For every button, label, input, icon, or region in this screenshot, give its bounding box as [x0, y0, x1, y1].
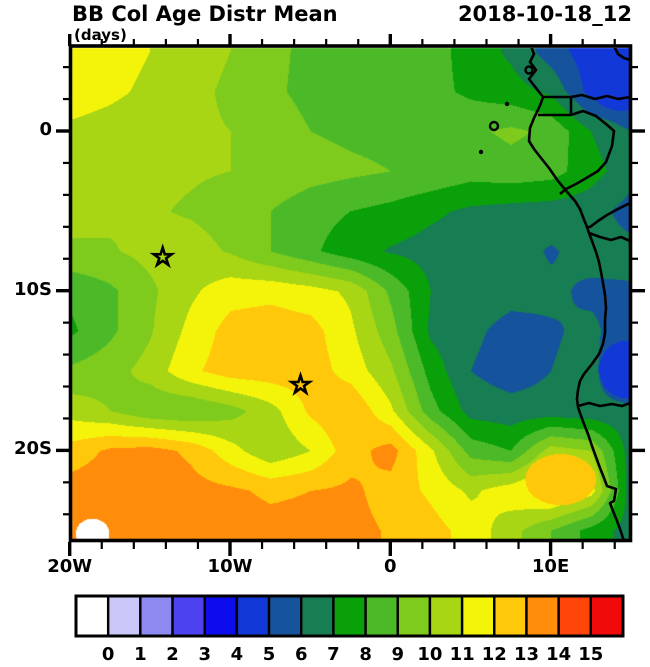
- colorbar-label: 3: [198, 644, 211, 665]
- border-drc-angola: [588, 231, 629, 242]
- colorbar-cell: [74, 594, 110, 638]
- border-eq-guinea: [538, 95, 573, 117]
- y-tick-label: 0: [39, 119, 52, 140]
- colorbar-label: 1: [134, 644, 147, 665]
- coastline-path: [527, 48, 626, 540]
- colorbar-cell: [171, 594, 206, 638]
- border-cameroon-south: [570, 93, 629, 101]
- date-label: 2018-10-18_12: [457, 2, 632, 26]
- star-marker: [149, 243, 176, 269]
- colorbar-cell: [364, 594, 399, 638]
- island-sao-tome: [488, 120, 500, 132]
- border-northeast-corner: [613, 48, 629, 62]
- x-tick-label: 10W: [207, 556, 253, 577]
- colorbar-cell: [203, 594, 239, 638]
- colorbar-cell: [557, 594, 593, 638]
- border-congo-river: [587, 202, 629, 229]
- colorbar-cell: [332, 594, 367, 638]
- y-tick-label: 20S: [13, 438, 52, 460]
- y-tick-label: 10S: [13, 278, 52, 300]
- x-tick-label: 0: [384, 556, 397, 577]
- star-marker: [287, 371, 314, 397]
- colorbar-cell: [139, 594, 174, 638]
- colorbar-frame: [74, 594, 625, 638]
- colorbar-cell: [493, 594, 528, 638]
- colorbar-label: 11: [449, 644, 475, 665]
- colorbar-cell: [235, 594, 271, 638]
- island-principe: [504, 101, 510, 107]
- colorbar-cell: [428, 594, 464, 638]
- colorbar-label: 15: [578, 644, 604, 665]
- colorbar-label: 14: [546, 644, 572, 665]
- map-frame: [68, 44, 633, 543]
- colorbar-label: 10: [417, 644, 443, 665]
- colorbar-cell: [525, 594, 560, 638]
- colorbar-label: 6: [294, 644, 308, 665]
- colorbar-cell: [106, 594, 142, 638]
- border-angola-namibia: [577, 401, 629, 408]
- units-label: (days): [74, 26, 127, 44]
- colorbar-label: 13: [513, 644, 539, 665]
- colorbar-label: 4: [230, 644, 244, 665]
- island-bioko: [524, 65, 534, 75]
- colorbar-label: 2: [166, 644, 179, 665]
- island-annobon: [478, 149, 484, 155]
- colorbar-label: 5: [262, 644, 276, 665]
- colorbar-cell: [460, 594, 496, 638]
- border-gabon-congo: [559, 109, 616, 195]
- colorbar-cell: [267, 594, 303, 638]
- colorbar-cell: [396, 594, 432, 638]
- colorbar-label: 7: [327, 644, 340, 665]
- colorbar-label: 9: [391, 644, 405, 665]
- page-title: BB Col Age Distr Mean: [72, 2, 338, 26]
- colorbar-label: 8: [359, 644, 372, 665]
- colorbar-label: 0: [101, 644, 115, 665]
- x-tick-label: 10E: [531, 556, 570, 577]
- colorbar-cell: [589, 594, 625, 638]
- colorbar-label: 12: [481, 644, 507, 665]
- x-tick-label: 20W: [47, 556, 93, 577]
- colorbar-cell: [300, 594, 335, 638]
